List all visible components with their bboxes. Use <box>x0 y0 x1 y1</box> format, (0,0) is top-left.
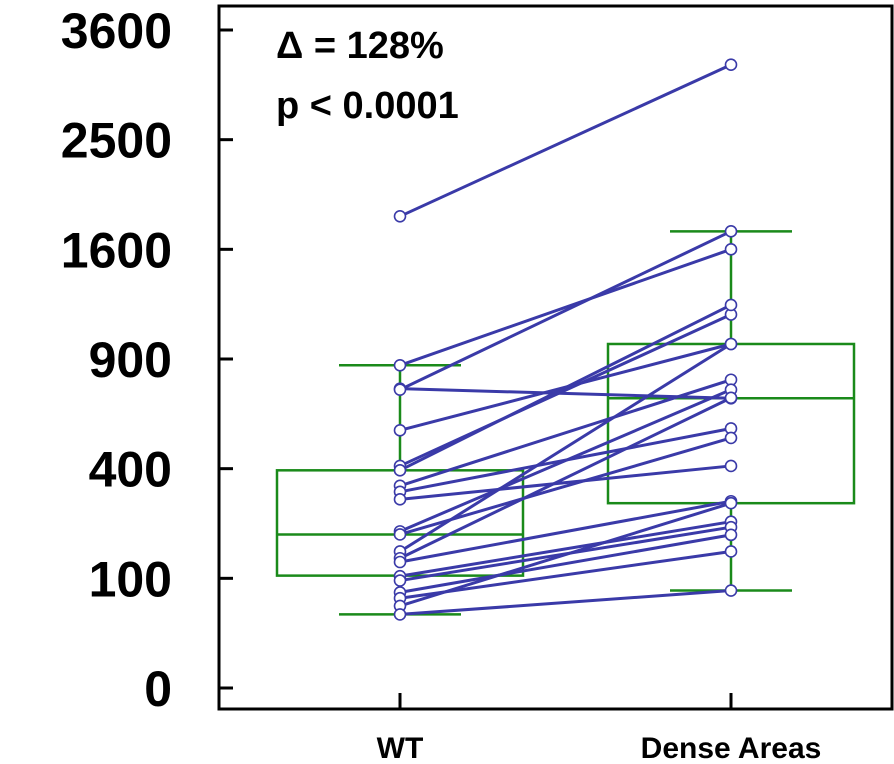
data-point <box>724 584 738 597</box>
y-tick-label: 1600 <box>61 222 172 278</box>
paired-line <box>399 63 732 218</box>
data-point <box>724 545 738 558</box>
paired-lines <box>399 63 732 616</box>
data-point <box>393 424 407 437</box>
paired-line <box>399 396 732 560</box>
paired-line <box>399 464 732 501</box>
paired-line <box>399 533 732 594</box>
data-point <box>724 337 738 351</box>
data-point <box>393 464 407 477</box>
paired-line <box>399 589 732 616</box>
data-point <box>724 431 738 445</box>
data-point <box>393 210 407 223</box>
paired-line <box>399 229 732 392</box>
y-tick-label: 100 <box>89 551 172 607</box>
paired-line <box>399 501 732 608</box>
data-point <box>724 225 738 238</box>
y-tick-label: 0 <box>144 661 172 717</box>
data-point <box>724 496 738 510</box>
x-tick-label: Dense Areas <box>641 732 822 764</box>
paired-line <box>399 303 732 472</box>
paired-line <box>399 247 732 367</box>
paired-line <box>399 313 732 468</box>
y-tick-label: 400 <box>89 442 172 498</box>
y-tick-label: 2500 <box>61 113 172 169</box>
y-tick-label: 3600 <box>61 3 172 59</box>
paired-line <box>399 520 732 578</box>
data-point <box>393 574 407 587</box>
paired-line <box>399 499 732 564</box>
box-plots <box>275 230 856 616</box>
data-point <box>393 528 407 541</box>
data-point <box>393 608 407 621</box>
data-point <box>724 58 738 72</box>
x-axis: WT Dense Areas <box>377 693 822 764</box>
data-point <box>724 528 738 542</box>
annotation-delta: Δ = 128% <box>276 25 444 67</box>
paired-line <box>399 388 732 533</box>
data-point <box>724 243 738 256</box>
y-tick-label: 900 <box>89 332 172 388</box>
data-point <box>393 493 407 506</box>
y-axis: 0 100 400 900 1600 2500 3600 <box>61 3 233 717</box>
annotations: Δ = 128% p < 0.0001 <box>276 25 459 127</box>
data-point <box>724 459 738 473</box>
data-point <box>393 358 407 372</box>
data-point <box>393 555 407 569</box>
data-point <box>393 383 407 396</box>
x-tick-label: WT <box>377 732 424 764</box>
annotation-pvalue: p < 0.0001 <box>276 85 459 127</box>
paired-line <box>399 378 732 488</box>
paired-line <box>399 549 732 600</box>
paired-line <box>399 342 732 553</box>
data-points <box>393 58 738 621</box>
data-point <box>724 298 738 312</box>
data-point <box>724 391 738 405</box>
